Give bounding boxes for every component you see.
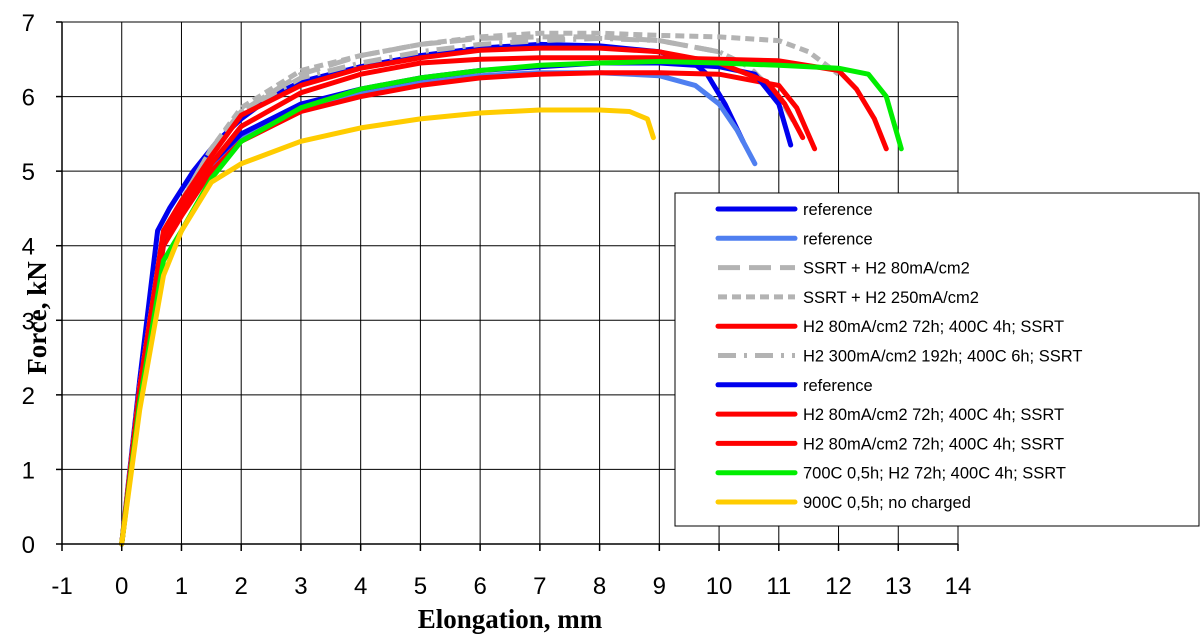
x-tick-label: 5	[414, 573, 427, 600]
legend-label: H2 80mA/cm2 72h; 400C 4h; SSRT	[803, 406, 1064, 424]
y-tick-label: 4	[22, 234, 35, 261]
series-lines	[119, 30, 904, 547]
series-line-11	[119, 107, 656, 547]
x-tick-label: 2	[235, 573, 248, 600]
y-tick-label: 1	[22, 457, 35, 484]
y-tick-label: 3	[22, 308, 35, 335]
y-tick-label: 7	[22, 10, 35, 37]
y-tick-label: 6	[22, 85, 35, 112]
x-tick-label: 14	[945, 573, 972, 600]
x-axis-title: Elongation, mm	[418, 604, 603, 634]
x-tick-label: 6	[473, 573, 486, 600]
x-tick-label: 9	[653, 573, 666, 600]
legend-label: reference	[803, 201, 873, 219]
series-line-5	[119, 70, 818, 547]
legend-label: H2 300mA/cm2 192h; 400C 6h; SSRT	[803, 348, 1082, 366]
x-tick-label: 8	[593, 573, 606, 600]
y-tick-label: 0	[22, 532, 35, 559]
y-tick-label: 5	[22, 159, 35, 186]
x-tick-label: -1	[51, 573, 72, 600]
x-tick-label: 12	[825, 573, 852, 600]
x-tick-label: 3	[294, 573, 307, 600]
legend-label: SSRT + H2 80mA/cm2	[803, 260, 970, 278]
series-line-9	[119, 45, 806, 547]
x-tick-label: 10	[706, 573, 733, 600]
legend-label: H2 80mA/cm2 72h; 400C 4h; SSRT	[803, 318, 1064, 336]
y-axis-title: Force, kN	[22, 261, 52, 375]
x-tick-label: 0	[115, 573, 128, 600]
legend: reference reference SSRT + H2 80mA/cm2 SSRT…	[674, 192, 1200, 527]
legend-label: reference	[803, 377, 873, 395]
x-tick-label: 4	[354, 573, 367, 600]
legend-label: SSRT + H2 250mA/cm2	[803, 289, 979, 307]
x-tick-label: 7	[533, 573, 546, 600]
y-tick-label: 2	[22, 383, 35, 410]
legend-label: 700C 0,5h; H2 72h; 400C 4h; SSRT	[803, 465, 1066, 483]
x-tick-label: 1	[175, 573, 188, 600]
x-tick-label: 11	[766, 573, 791, 600]
legend-label: 900C 0,5h; no charged	[803, 494, 971, 512]
legend-label: H2 80mA/cm2 72h; 400C 4h; SSRT	[803, 435, 1064, 453]
legend-label: reference	[803, 230, 873, 248]
x-tick-label: 13	[885, 573, 912, 600]
